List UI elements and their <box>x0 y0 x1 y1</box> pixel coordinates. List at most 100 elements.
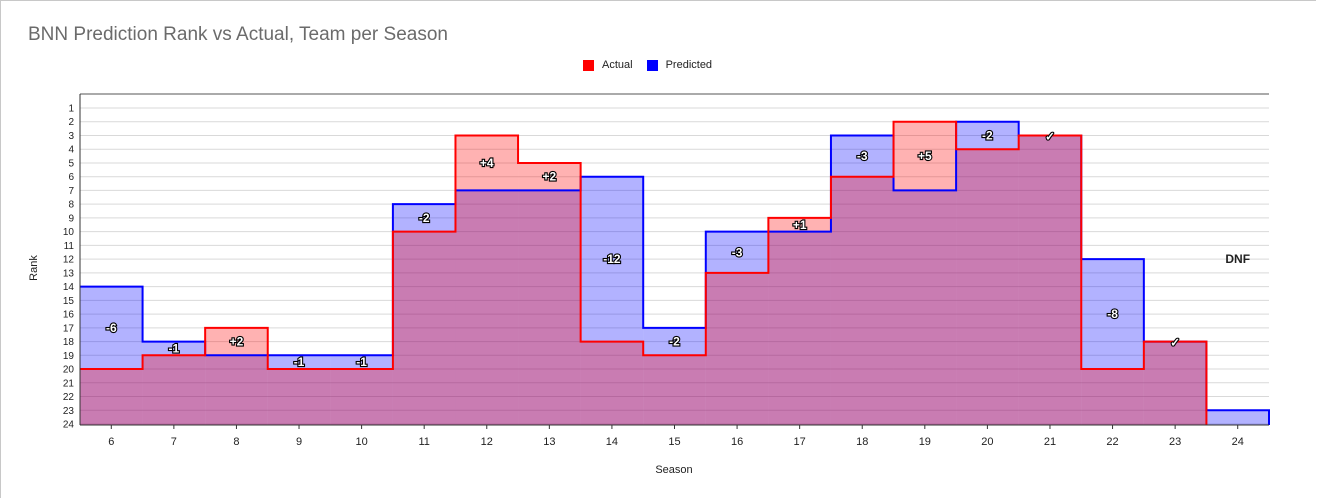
x-tick-label: 15 <box>668 436 680 448</box>
y-tick-label: 13 <box>63 268 75 279</box>
actual-area-14 <box>580 341 644 425</box>
predicted-area-20 <box>956 121 1019 425</box>
diff-annotation-14: -12 <box>603 252 621 266</box>
diff-annotation-13: +2 <box>542 170 556 184</box>
actual-area-18 <box>830 176 894 425</box>
predicted-area-9 <box>267 355 331 425</box>
predicted-area-13 <box>518 190 581 425</box>
diff-annotation-15: -2 <box>669 335 680 349</box>
predicted-area-12 <box>455 190 519 425</box>
actual-area-17 <box>768 217 831 425</box>
predicted-area-18 <box>830 135 894 425</box>
x-tick-label: 7 <box>171 436 177 448</box>
y-tick-label: 17 <box>63 323 75 334</box>
diff-annotation-10: -1 <box>356 355 367 369</box>
x-tick-label: 21 <box>1044 436 1056 448</box>
predicted-area-24 <box>1206 410 1269 425</box>
y-tick-label: 7 <box>68 186 74 197</box>
predicted-area-10 <box>330 355 393 425</box>
actual-area-21 <box>1018 135 1082 425</box>
y-tick-label: 22 <box>63 392 75 403</box>
y-tick-label: 2 <box>68 117 74 128</box>
diff-annotation-18: -3 <box>857 149 868 163</box>
y-tick-label: 18 <box>63 337 75 348</box>
y-axis-title: Rank <box>28 255 40 281</box>
y-tick-label: 5 <box>68 158 74 169</box>
predicted-area-23 <box>1143 341 1207 425</box>
legend-label-actual: Actual <box>602 59 633 71</box>
legend-swatch-actual <box>583 59 594 71</box>
y-tick-label: 16 <box>63 310 75 321</box>
diff-annotation-9: -1 <box>294 355 305 369</box>
x-tick-label: 18 <box>856 436 868 448</box>
y-tick-label: 6 <box>68 172 74 183</box>
diff-annotation-8: +2 <box>230 335 244 349</box>
x-tick-label: 9 <box>296 436 302 448</box>
diff-annotation-11: -2 <box>419 211 430 225</box>
actual-line <box>80 120 1208 425</box>
diff-annotation-20: -2 <box>982 128 993 142</box>
actual-area-6 <box>80 369 143 425</box>
y-tick-label: 19 <box>63 351 75 362</box>
predicted-area-15 <box>643 327 706 425</box>
predicted-area-8 <box>205 355 268 425</box>
actual-area-19 <box>893 121 957 425</box>
actual-area-23 <box>1143 341 1207 425</box>
y-tick-label: 15 <box>63 296 75 307</box>
x-tick-label: 12 <box>481 436 493 448</box>
diff-annotation-6: -6 <box>106 321 117 335</box>
actual-area-7 <box>142 355 206 425</box>
data-labels: -6 -1 +2 -1 -1 -2 +4 +2 -12 -2 -3 +1 -3 +5 -2 ✓ -8 ✓ DNF <box>105 127 1250 370</box>
legend-swatch-predicted <box>646 59 658 71</box>
legend-item-predicted[interactable]: Predicted <box>646 59 713 71</box>
chart-title: BNN Prediction Rank vs Actual, Team per … <box>28 24 448 45</box>
y-tick-label: 9 <box>68 213 74 224</box>
y-tick-label: 11 <box>64 241 75 252</box>
diff-annotation-22: -8 <box>1107 307 1118 321</box>
x-tick-label: 14 <box>606 436 618 448</box>
x-tick-label: 16 <box>731 436 743 448</box>
actual-area-15 <box>643 355 706 425</box>
y-tick-label: 14 <box>63 282 75 293</box>
diff-annotation-17: +1 <box>793 218 807 232</box>
y-tick-label: 3 <box>68 131 74 142</box>
y-tick-label: 4 <box>68 145 74 156</box>
y-tick-label: 20 <box>63 365 75 376</box>
x-tick-label: 6 <box>108 436 114 448</box>
predicted-line <box>80 120 1270 425</box>
actual-area-12 <box>455 135 519 425</box>
x-tick-label: 17 <box>794 436 806 448</box>
diff-annotation-23: ✓ <box>1170 336 1180 350</box>
x-tick-label: 22 <box>1106 436 1118 448</box>
x-tick-label: 24 <box>1232 436 1244 448</box>
x-tick-label: 11 <box>418 436 429 448</box>
x-tick-label: 10 <box>355 436 367 448</box>
actual-area-11 <box>392 231 456 425</box>
y-tick-label: 8 <box>68 200 74 211</box>
actual-area-16 <box>705 272 769 425</box>
diff-annotation-21: ✓ <box>1045 129 1055 143</box>
x-axis-title: Season <box>655 464 692 476</box>
x-tick-label: 13 <box>543 436 555 448</box>
tick-labels: 1234567891011121314151617181920212223246… <box>63 104 1244 449</box>
predicted-area-16 <box>705 231 769 425</box>
predicted-area-19 <box>893 190 957 425</box>
diff-annotation-16: -3 <box>732 245 743 259</box>
y-tick-label: 12 <box>63 255 75 266</box>
predicted-area-6 <box>80 286 143 425</box>
predicted-area-22 <box>1081 259 1144 425</box>
y-tick-label: 1 <box>68 104 74 115</box>
area-layer <box>80 121 1269 425</box>
x-tick-label: 8 <box>233 436 239 448</box>
line-layer <box>80 120 1270 425</box>
legend-item-actual[interactable]: Actual <box>583 59 633 71</box>
predicted-area-21 <box>1018 135 1082 425</box>
y-tick-label: 24 <box>63 420 75 431</box>
legend-label-predicted: Predicted <box>665 59 713 71</box>
y-tick-label: 23 <box>63 406 75 417</box>
x-tick-label: 20 <box>981 436 993 448</box>
x-tick-label: 23 <box>1169 436 1181 448</box>
predicted-area-14 <box>580 176 644 425</box>
x-tick-label: 19 <box>919 436 931 448</box>
